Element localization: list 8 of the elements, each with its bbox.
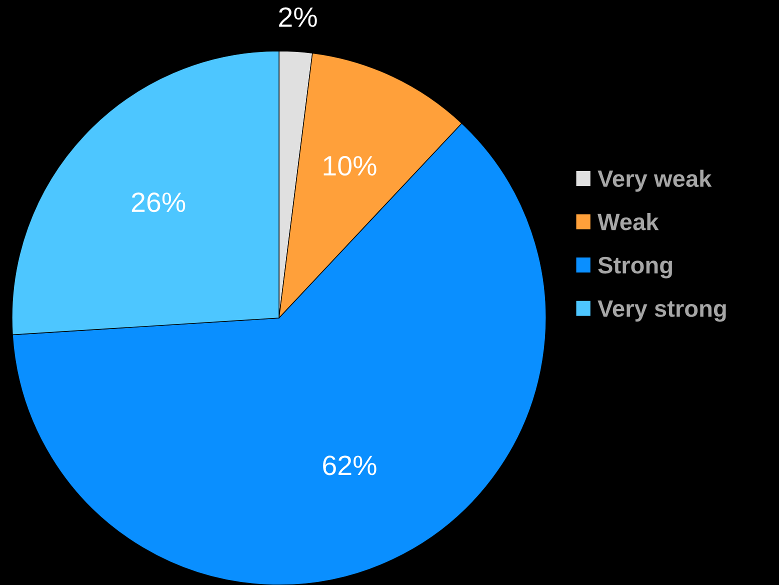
data-label: 10% [324, 156, 376, 176]
legend-label: Strong [598, 256, 672, 278]
legend-label: Weak [598, 212, 659, 230]
data-label: 2% [279, 7, 317, 27]
legend-label: Very strong [598, 300, 726, 322]
legend-label: Very weak [598, 170, 712, 192]
data-label: 26% [132, 192, 186, 212]
data-label: 62% [323, 456, 376, 476]
